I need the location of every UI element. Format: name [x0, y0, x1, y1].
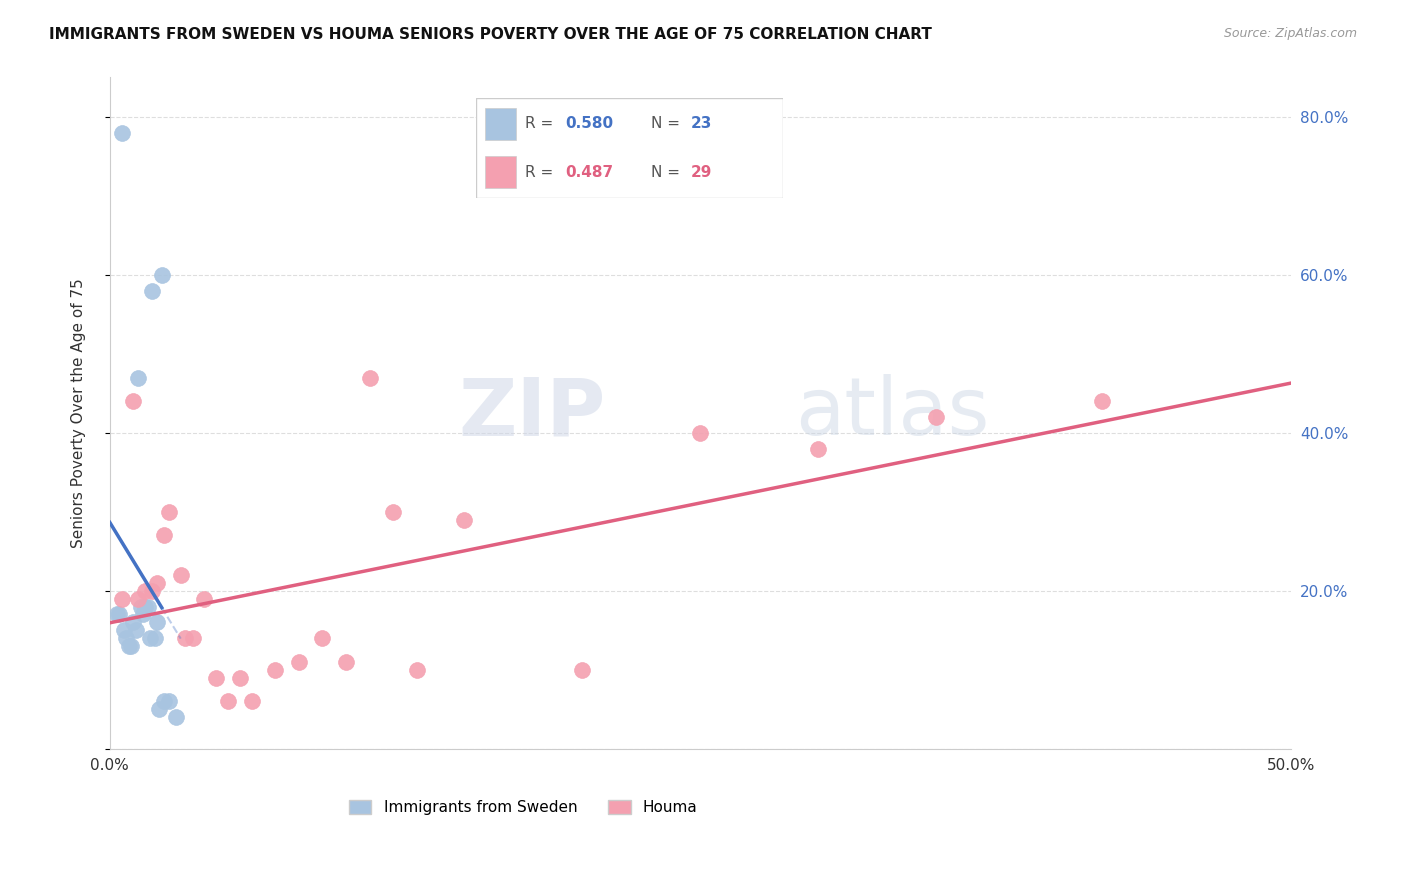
Point	[925, 410, 948, 425]
Point	[359, 370, 381, 384]
Point	[120, 639, 142, 653]
Point	[150, 268, 173, 282]
Point	[157, 694, 180, 708]
Point	[141, 284, 163, 298]
Point	[112, 624, 135, 638]
Point	[127, 591, 149, 606]
Point	[134, 583, 156, 598]
Point	[165, 710, 187, 724]
Point	[335, 655, 357, 669]
Point	[111, 126, 134, 140]
Point	[181, 631, 204, 645]
Point	[287, 655, 309, 669]
Point	[174, 631, 197, 645]
Text: atlas: atlas	[794, 374, 988, 452]
Point	[132, 607, 155, 622]
Point	[127, 370, 149, 384]
Point	[105, 607, 128, 622]
Point	[264, 663, 287, 677]
Point	[118, 639, 141, 653]
Point	[571, 663, 593, 677]
Point	[807, 442, 830, 456]
Point	[405, 663, 427, 677]
Point	[217, 694, 239, 708]
Point	[122, 394, 145, 409]
Point	[146, 615, 169, 630]
Point	[453, 513, 475, 527]
Point	[134, 599, 156, 614]
Point	[136, 599, 159, 614]
Point	[146, 575, 169, 590]
Point	[108, 607, 131, 622]
Legend: Immigrants from Sweden, Houma: Immigrants from Sweden, Houma	[343, 794, 704, 822]
Text: Source: ZipAtlas.com: Source: ZipAtlas.com	[1223, 27, 1357, 40]
Point	[143, 631, 166, 645]
Point	[1091, 394, 1114, 409]
Point	[311, 631, 333, 645]
Point	[153, 694, 176, 708]
Text: ZIP: ZIP	[458, 374, 606, 452]
Point	[115, 631, 138, 645]
Point	[170, 568, 193, 582]
Point	[229, 671, 252, 685]
Point	[139, 631, 162, 645]
Point	[141, 583, 163, 598]
Point	[193, 591, 215, 606]
Point	[148, 702, 170, 716]
Point	[240, 694, 263, 708]
Point	[689, 425, 711, 440]
Point	[205, 671, 228, 685]
Point	[111, 591, 134, 606]
Y-axis label: Seniors Poverty Over the Age of 75: Seniors Poverty Over the Age of 75	[72, 278, 86, 548]
Point	[125, 624, 148, 638]
Point	[122, 615, 145, 630]
Point	[153, 528, 176, 542]
Text: IMMIGRANTS FROM SWEDEN VS HOUMA SENIORS POVERTY OVER THE AGE OF 75 CORRELATION C: IMMIGRANTS FROM SWEDEN VS HOUMA SENIORS …	[49, 27, 932, 42]
Point	[129, 599, 152, 614]
Point	[382, 505, 405, 519]
Point	[157, 505, 180, 519]
